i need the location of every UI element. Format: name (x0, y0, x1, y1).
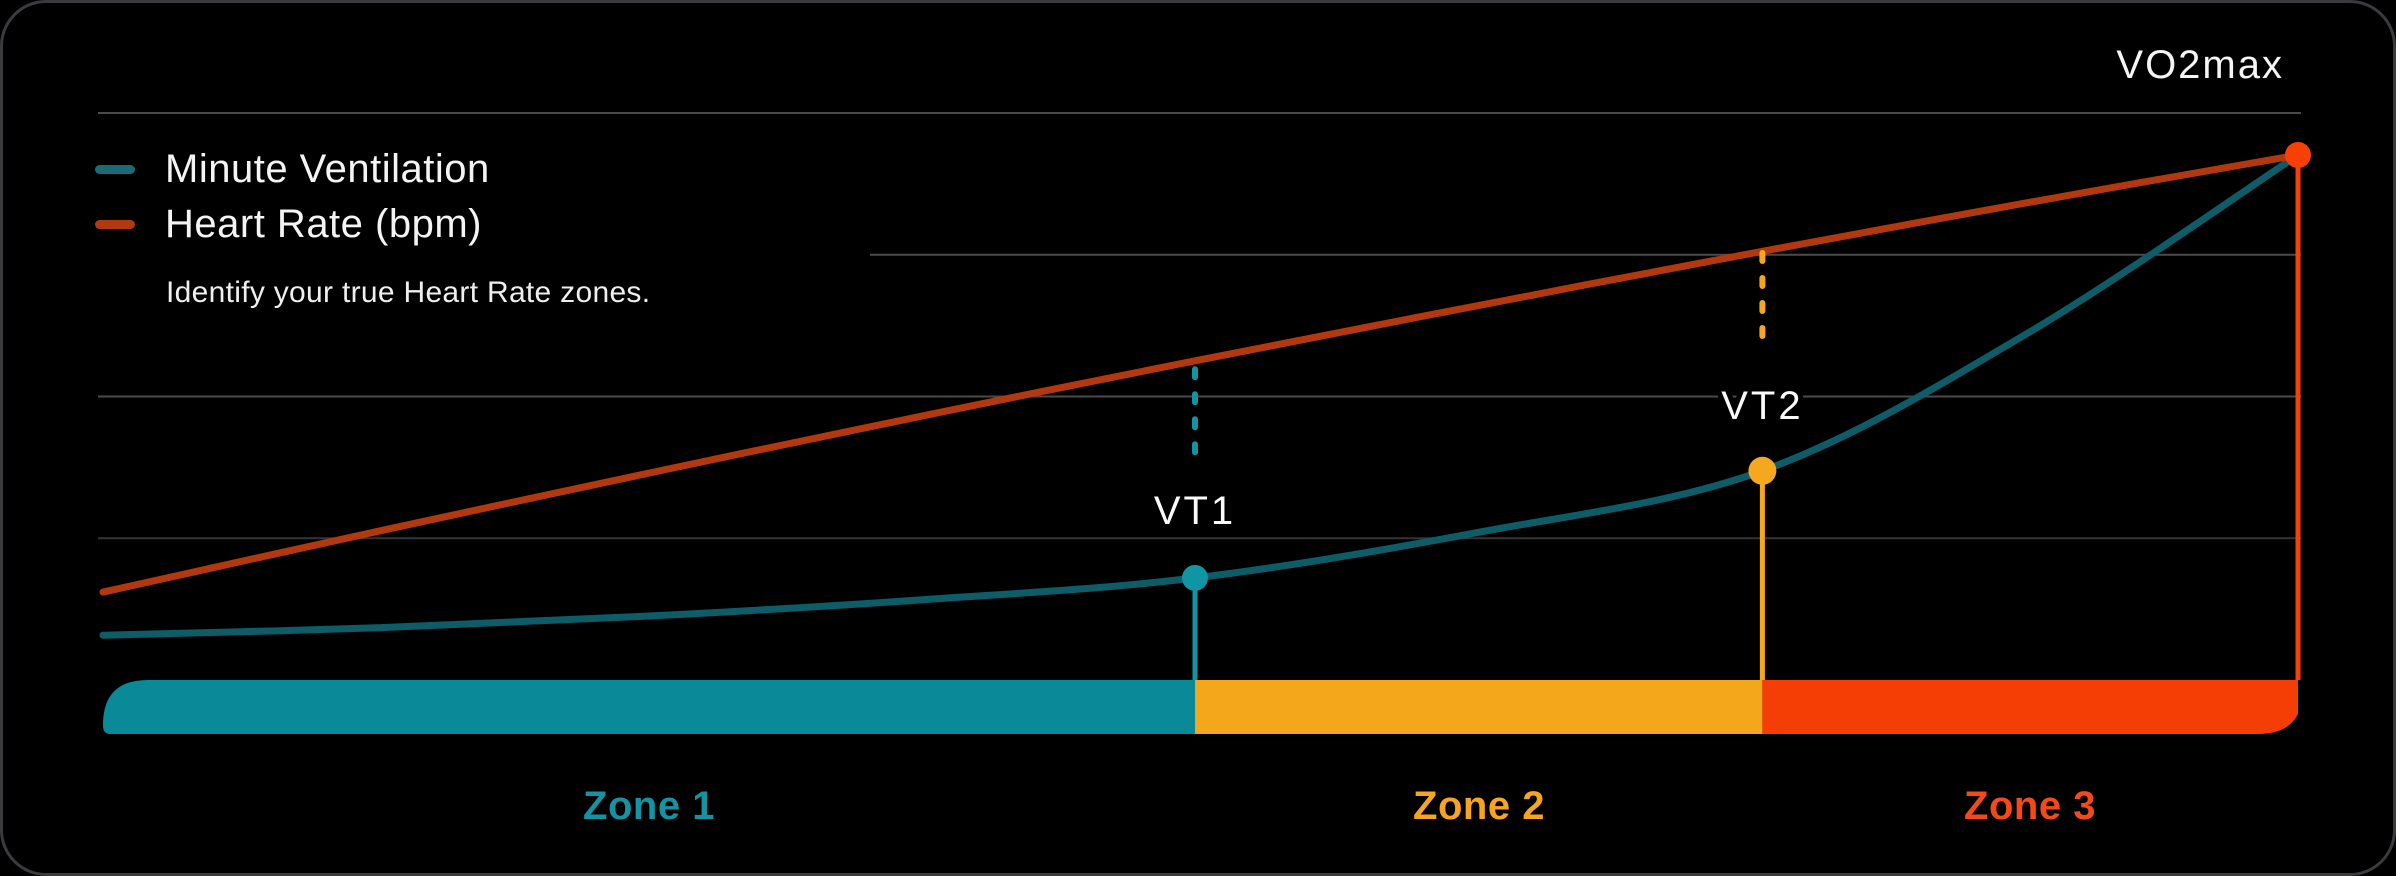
heart-rate-bpm-line (99, 151, 2302, 596)
minute-ventilation-swatch-icon (95, 165, 135, 174)
legend-label-minute-ventilation: Minute Ventilation (165, 147, 490, 191)
heart-rate-swatch-icon (95, 220, 135, 229)
vt2-label: VT2 (1721, 384, 1803, 428)
vt1-label: VT1 (1154, 489, 1236, 533)
zone-label-zone-1: Zone 1 (583, 784, 715, 828)
chart-subtitle: Identify your true Heart Rate zones. (166, 276, 651, 309)
legend-item-heart-rate: Heart Rate (bpm) (95, 197, 650, 252)
zone-label-zone-3: Zone 3 (1964, 784, 2096, 828)
vo2max-point-dot (2285, 142, 2311, 168)
zone-bar-zone-2 (1195, 680, 1763, 734)
zone-bar-zone-1 (103, 680, 1195, 734)
ventilation-heart-rate-chart: VT1 VT2 (98, 112, 2311, 734)
legend: Minute Ventilation Heart Rate (bpm) Iden… (95, 142, 650, 310)
legend-label-heart-rate: Heart Rate (bpm) (165, 202, 482, 246)
vo2max-label: VO2max (2116, 43, 2284, 87)
zone-bar-zone-3 (1762, 680, 2298, 734)
vt2-dot (1748, 456, 1777, 485)
vt1-dot (1182, 564, 1208, 591)
zone-label-zone-2: Zone 2 (1413, 784, 1545, 828)
legend-item-minute-ventilation: Minute Ventilation (95, 142, 650, 197)
